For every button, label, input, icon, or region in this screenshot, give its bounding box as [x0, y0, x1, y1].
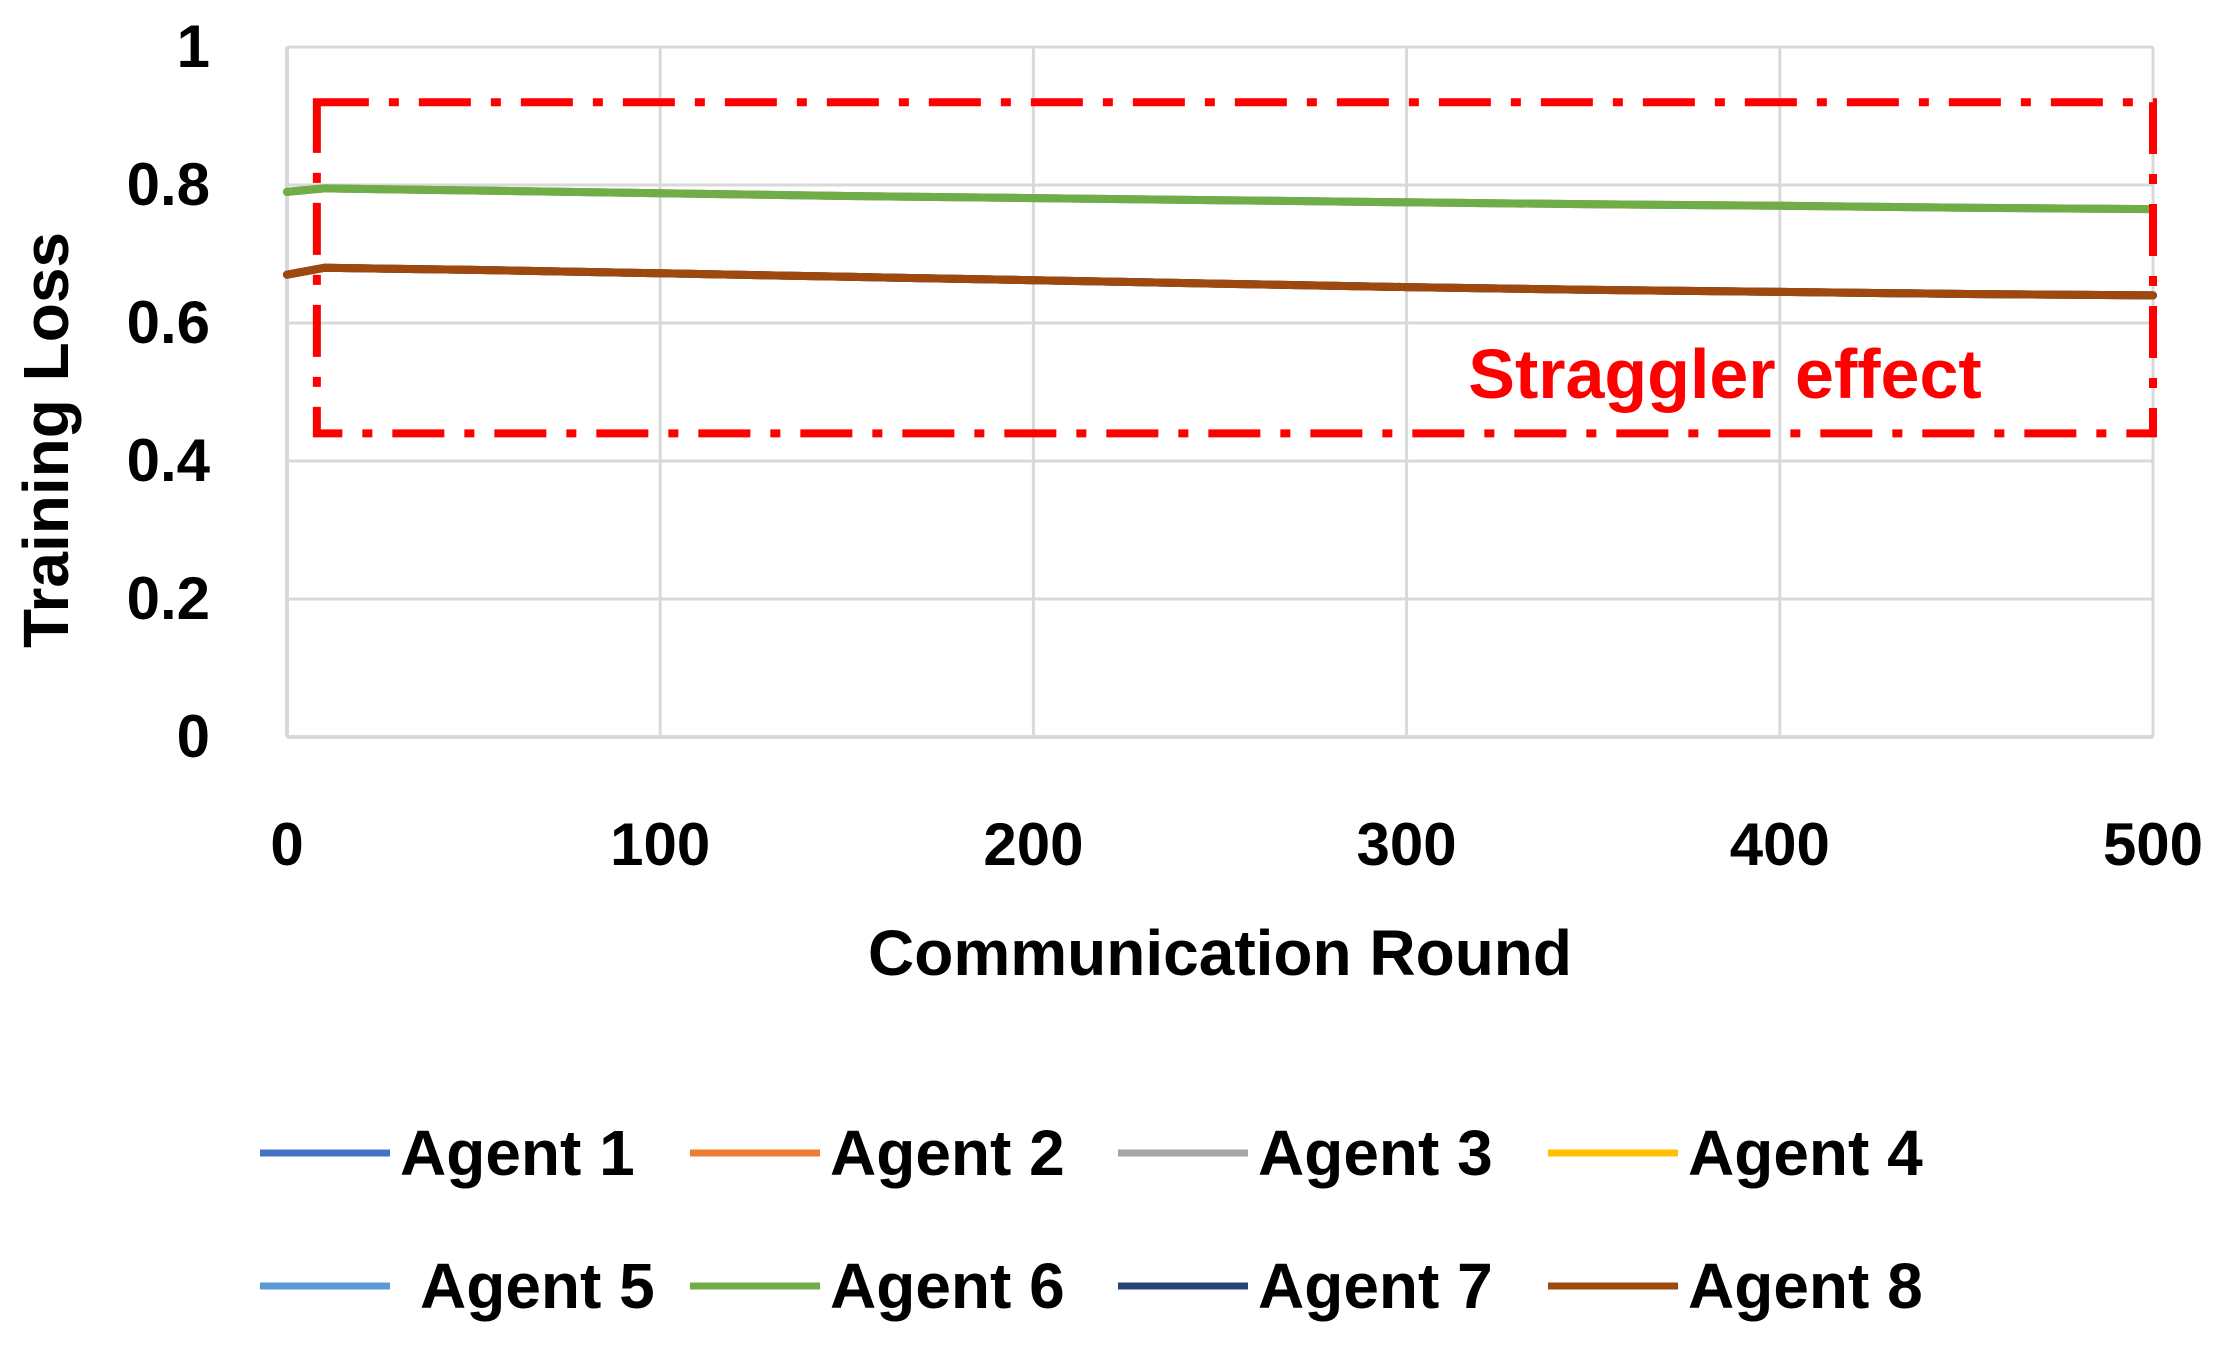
straggler-label: Straggler effect	[1468, 335, 1981, 413]
x-tick-label: 0	[270, 811, 303, 878]
legend-label-agent-6: Agent 6	[830, 1250, 1065, 1322]
annotations: Straggler effect	[312, 98, 2158, 438]
legend-label-agent-8: Agent 8	[1688, 1250, 1923, 1322]
legend-label-agent-5: Agent 5	[420, 1250, 655, 1322]
grid	[285, 45, 2155, 739]
straggler-box	[312, 98, 2158, 438]
x-tick-label: 200	[983, 811, 1083, 878]
legend-label-agent-7: Agent 7	[1258, 1250, 1493, 1322]
x-tick-label: 400	[1730, 811, 1830, 878]
y-tick-label: 0.2	[127, 565, 210, 632]
axes: 0 0.2 0.4 0.6 0.8 1 0 100 200 300 400 500	[127, 13, 2203, 878]
x-axis-label: Communication Round	[868, 917, 1572, 989]
series-line-agent-8	[283, 263, 2157, 300]
series-line-agent-6	[283, 184, 2157, 214]
y-axis-label: Training Loss	[10, 232, 82, 648]
x-tick-label: 100	[610, 811, 710, 878]
y-tick-label: 0.4	[127, 427, 211, 494]
y-tick-label: 0.6	[127, 289, 210, 356]
x-tick-label: 500	[2103, 811, 2203, 878]
legend: Agent 1 Agent 2 Agent 3 Agent 4 Agent 5 Agent…	[260, 1117, 1923, 1322]
legend-label-agent-1: Agent 1	[400, 1117, 635, 1189]
legend-label-agent-3: Agent 3	[1258, 1117, 1493, 1189]
y-tick-label: 1	[177, 13, 210, 80]
legend-label-agent-4: Agent 4	[1688, 1117, 1923, 1189]
series-lines	[283, 184, 2157, 300]
y-tick-label: 0	[177, 703, 210, 770]
legend-label-agent-2: Agent 2	[830, 1117, 1065, 1189]
y-tick-label: 0.8	[127, 151, 210, 218]
x-tick-label: 300	[1357, 811, 1457, 878]
